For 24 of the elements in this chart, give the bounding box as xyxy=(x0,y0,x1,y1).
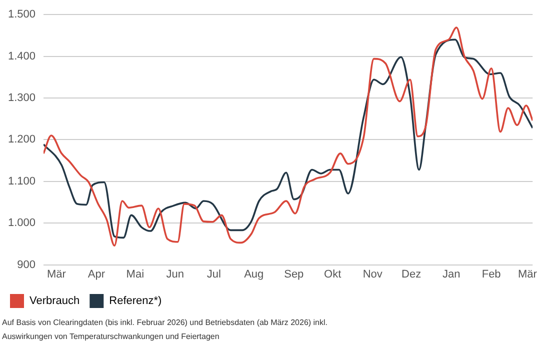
x-tick-label: Feb xyxy=(482,268,501,280)
text: Auf Basis von Clearingdaten (bis inkl. Februar 2026) und Betriebsdaten (ab März 2026) inkl. xyxy=(2,318,329,328)
x-tick-label: Aug xyxy=(244,268,264,280)
x-tick-label: Dez xyxy=(402,268,422,280)
y-tick-label: 1.000 xyxy=(8,217,36,230)
x-tick-label: Jun xyxy=(166,268,184,280)
x-tick-label: Mär xyxy=(46,268,66,280)
y-tick-label: 1.500 xyxy=(8,8,36,21)
y-tick-label: 1.200 xyxy=(8,134,36,146)
x-tick-label: Sep xyxy=(284,268,304,280)
legend-label: Referenz*) xyxy=(109,295,162,308)
x-tick-label: Mär xyxy=(518,268,538,280)
x-tick-label: Jan xyxy=(442,268,460,280)
legend-label: Verbrauch xyxy=(30,295,80,308)
x-tick-label: Mai xyxy=(126,268,144,280)
y-tick-label: 1.100 xyxy=(8,175,36,188)
y-tick-label: 1.300 xyxy=(8,92,36,104)
text: Auswirkungen von Temperaturschwankungen und Feiertagen xyxy=(2,332,220,342)
x-tick-label: Apr xyxy=(88,268,106,280)
x-tick-label: Nov xyxy=(362,268,383,280)
x-tick-label: Okt xyxy=(324,268,342,280)
y-tick-label: 1.400 xyxy=(8,50,36,62)
x-tick-label: Jul xyxy=(206,268,221,280)
y-tick-label: 900 xyxy=(17,258,36,271)
